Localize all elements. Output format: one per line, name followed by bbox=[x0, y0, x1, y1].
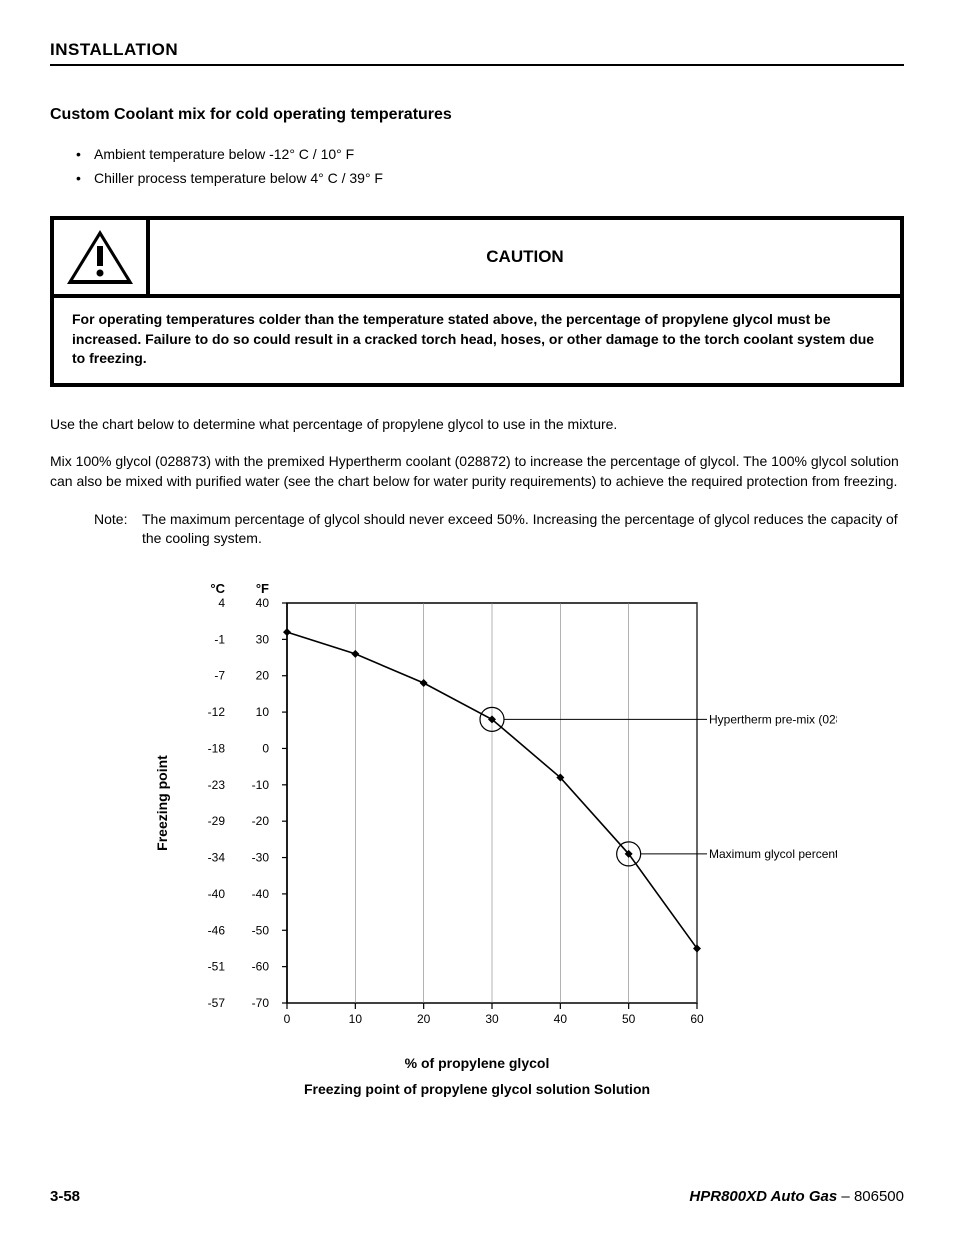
svg-text:°F: °F bbox=[256, 581, 269, 596]
caution-icon-cell bbox=[54, 220, 150, 298]
svg-text:20: 20 bbox=[417, 1012, 431, 1026]
paragraph: Use the chart below to determine what pe… bbox=[50, 415, 904, 435]
chart-container: 010203040506040430-120-710-120-18-10-23-… bbox=[50, 573, 904, 1043]
svg-text:-7: -7 bbox=[214, 668, 225, 682]
chart-captions: % of propylene glycol Freezing point of … bbox=[50, 1055, 904, 1097]
svg-text:-1: -1 bbox=[214, 632, 225, 646]
svg-text:-34: -34 bbox=[208, 850, 226, 864]
svg-text:-51: -51 bbox=[208, 959, 226, 973]
page-number: 3-58 bbox=[50, 1188, 80, 1205]
note-row: Note: The maximum percentage of glycol s… bbox=[94, 510, 904, 549]
svg-text:10: 10 bbox=[349, 1012, 363, 1026]
svg-text:20: 20 bbox=[256, 668, 270, 682]
product-name: HPR800XD Auto Gas bbox=[689, 1188, 837, 1205]
page-footer: 3-58 HPR800XD Auto Gas – 806500 bbox=[50, 1188, 904, 1205]
svg-text:50: 50 bbox=[622, 1012, 636, 1026]
svg-text:30: 30 bbox=[485, 1012, 499, 1026]
bullet-item: Chiller process temperature below 4° C /… bbox=[76, 170, 904, 186]
paragraph: Mix 100% glycol (028873) with the premix… bbox=[50, 452, 904, 491]
svg-text:-40: -40 bbox=[252, 887, 270, 901]
svg-text:-23: -23 bbox=[208, 778, 226, 792]
caution-body: For operating temperatures colder than t… bbox=[54, 298, 900, 383]
note-label: Note: bbox=[94, 510, 142, 549]
svg-text:0: 0 bbox=[284, 1012, 291, 1026]
svg-text:30: 30 bbox=[256, 632, 270, 646]
dash: – bbox=[837, 1188, 854, 1205]
chart-caption: Freezing point of propylene glycol solut… bbox=[50, 1081, 904, 1097]
svg-text:-18: -18 bbox=[208, 741, 226, 755]
note-text: The maximum percentage of glycol should … bbox=[142, 510, 904, 549]
bullet-item: Ambient temperature below -12° C / 10° F bbox=[76, 146, 904, 162]
svg-text:°C: °C bbox=[210, 581, 225, 596]
svg-text:Hypertherm pre-mix (028872): Hypertherm pre-mix (028872) bbox=[709, 712, 837, 726]
section-title: INSTALLATION bbox=[50, 40, 904, 66]
svg-text:-20: -20 bbox=[252, 814, 270, 828]
svg-text:-40: -40 bbox=[208, 887, 226, 901]
svg-text:0: 0 bbox=[262, 741, 269, 755]
svg-text:-10: -10 bbox=[252, 778, 270, 792]
freezing-point-chart: 010203040506040430-120-710-120-18-10-23-… bbox=[117, 573, 837, 1043]
svg-text:-60: -60 bbox=[252, 959, 270, 973]
svg-text:Maximum glycol percentage: Maximum glycol percentage bbox=[709, 847, 837, 861]
svg-text:40: 40 bbox=[554, 1012, 568, 1026]
svg-text:-12: -12 bbox=[208, 705, 226, 719]
doc-id: HPR800XD Auto Gas – 806500 bbox=[689, 1188, 904, 1205]
caution-title: CAUTION bbox=[150, 220, 900, 298]
doc-number: 806500 bbox=[854, 1188, 904, 1205]
svg-text:40: 40 bbox=[256, 596, 270, 610]
svg-text:60: 60 bbox=[690, 1012, 704, 1026]
svg-text:-29: -29 bbox=[208, 814, 226, 828]
x-axis-label: % of propylene glycol bbox=[50, 1055, 904, 1071]
bullet-list: Ambient temperature below -12° C / 10° F… bbox=[76, 146, 904, 186]
svg-text:4: 4 bbox=[218, 596, 225, 610]
svg-text:-50: -50 bbox=[252, 923, 270, 937]
warning-icon bbox=[65, 228, 135, 286]
svg-text:10: 10 bbox=[256, 705, 270, 719]
svg-text:-70: -70 bbox=[252, 996, 270, 1010]
caution-box: CAUTION For operating temperatures colde… bbox=[50, 216, 904, 387]
svg-text:-30: -30 bbox=[252, 850, 270, 864]
page-subtitle: Custom Coolant mix for cold operating te… bbox=[50, 106, 904, 124]
svg-text:-57: -57 bbox=[208, 996, 226, 1010]
svg-text:-46: -46 bbox=[208, 923, 226, 937]
svg-text:Freezing point: Freezing point bbox=[154, 755, 170, 851]
